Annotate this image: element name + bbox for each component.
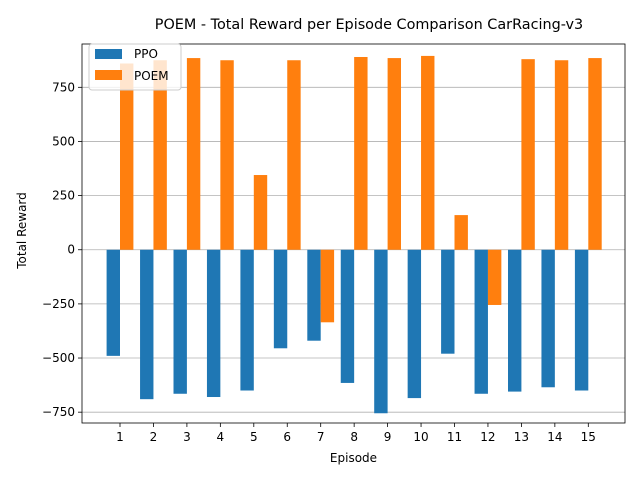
bar-poem-episode-13 xyxy=(521,59,535,250)
bar-poem-episode-4 xyxy=(220,60,234,250)
y-tick-label: −250 xyxy=(42,297,75,311)
legend-label-ppo: PPO xyxy=(134,47,158,61)
y-tick-label: −500 xyxy=(42,351,75,365)
x-tick-label: 8 xyxy=(350,430,358,444)
y-tick-label: 500 xyxy=(52,134,75,148)
x-tick-label: 3 xyxy=(183,430,191,444)
bar-ppo-episode-14 xyxy=(541,249,555,388)
y-tick-label: 0 xyxy=(67,243,75,257)
bar-ppo-episode-12 xyxy=(474,249,488,394)
x-tick-label: 14 xyxy=(547,430,562,444)
chart-title: POEM - Total Reward per Episode Comparis… xyxy=(155,17,583,33)
x-tick-label: 6 xyxy=(283,430,291,444)
y-axis-label: Total Reward xyxy=(15,192,29,270)
x-tick-label: 15 xyxy=(581,430,596,444)
x-tick-label: 1 xyxy=(116,430,124,444)
x-tick-label: 5 xyxy=(250,430,258,444)
bar-poem-episode-14 xyxy=(554,60,569,250)
bar-poem-episode-6 xyxy=(287,60,301,250)
bar-ppo-episode-10 xyxy=(407,249,422,399)
bar-ppo-episode-8 xyxy=(340,249,355,383)
bar-poem-episode-15 xyxy=(588,58,602,250)
bar-ppo-episode-7 xyxy=(307,249,321,341)
legend-label-poem: POEM xyxy=(134,69,169,83)
bar-ppo-episode-5 xyxy=(240,249,254,391)
x-tick-label: 9 xyxy=(384,430,392,444)
x-tick-label: 4 xyxy=(217,430,225,444)
legend-swatch-poem xyxy=(95,70,122,80)
x-tick-label: 11 xyxy=(447,430,462,444)
x-tick-label: 2 xyxy=(150,430,158,444)
axes-frame xyxy=(81,43,626,424)
bar-ppo-episode-13 xyxy=(508,249,522,392)
legend-swatch-ppo xyxy=(95,49,122,59)
x-tick-label: 13 xyxy=(514,430,529,444)
legend: PPO POEM xyxy=(88,43,182,91)
bar-ppo-episode-9 xyxy=(374,249,388,414)
x-tick-label: 12 xyxy=(480,430,495,444)
bar-ppo-episode-11 xyxy=(441,249,455,354)
bar-poem-episode-10 xyxy=(421,55,435,250)
y-tick-label: 250 xyxy=(52,189,75,203)
bar-poem-episode-1 xyxy=(120,63,134,250)
bar-ppo-episode-15 xyxy=(574,249,589,391)
bar-poem-episode-11 xyxy=(454,215,468,250)
bar-poem-episode-12 xyxy=(487,249,502,305)
bar-poem-episode-2 xyxy=(153,60,167,250)
x-tick-label: 7 xyxy=(317,430,325,444)
bar-ppo-episode-6 xyxy=(273,249,288,349)
y-tick-label: −750 xyxy=(42,405,75,419)
y-tick-label: 750 xyxy=(52,80,75,94)
x-axis-label: Episode xyxy=(330,451,377,465)
bar-ppo-episode-1 xyxy=(106,249,120,356)
bar-poem-episode-5 xyxy=(253,175,268,250)
bar-ppo-episode-3 xyxy=(173,249,187,394)
bar-poem-episode-8 xyxy=(354,56,368,250)
x-tick-label: 10 xyxy=(413,430,428,444)
bar-ppo-episode-2 xyxy=(140,249,154,400)
bar-poem-episode-7 xyxy=(320,249,335,323)
bar-poem-episode-3 xyxy=(186,58,201,250)
bar-ppo-episode-4 xyxy=(206,249,221,398)
bar-poem-episode-9 xyxy=(387,58,401,250)
